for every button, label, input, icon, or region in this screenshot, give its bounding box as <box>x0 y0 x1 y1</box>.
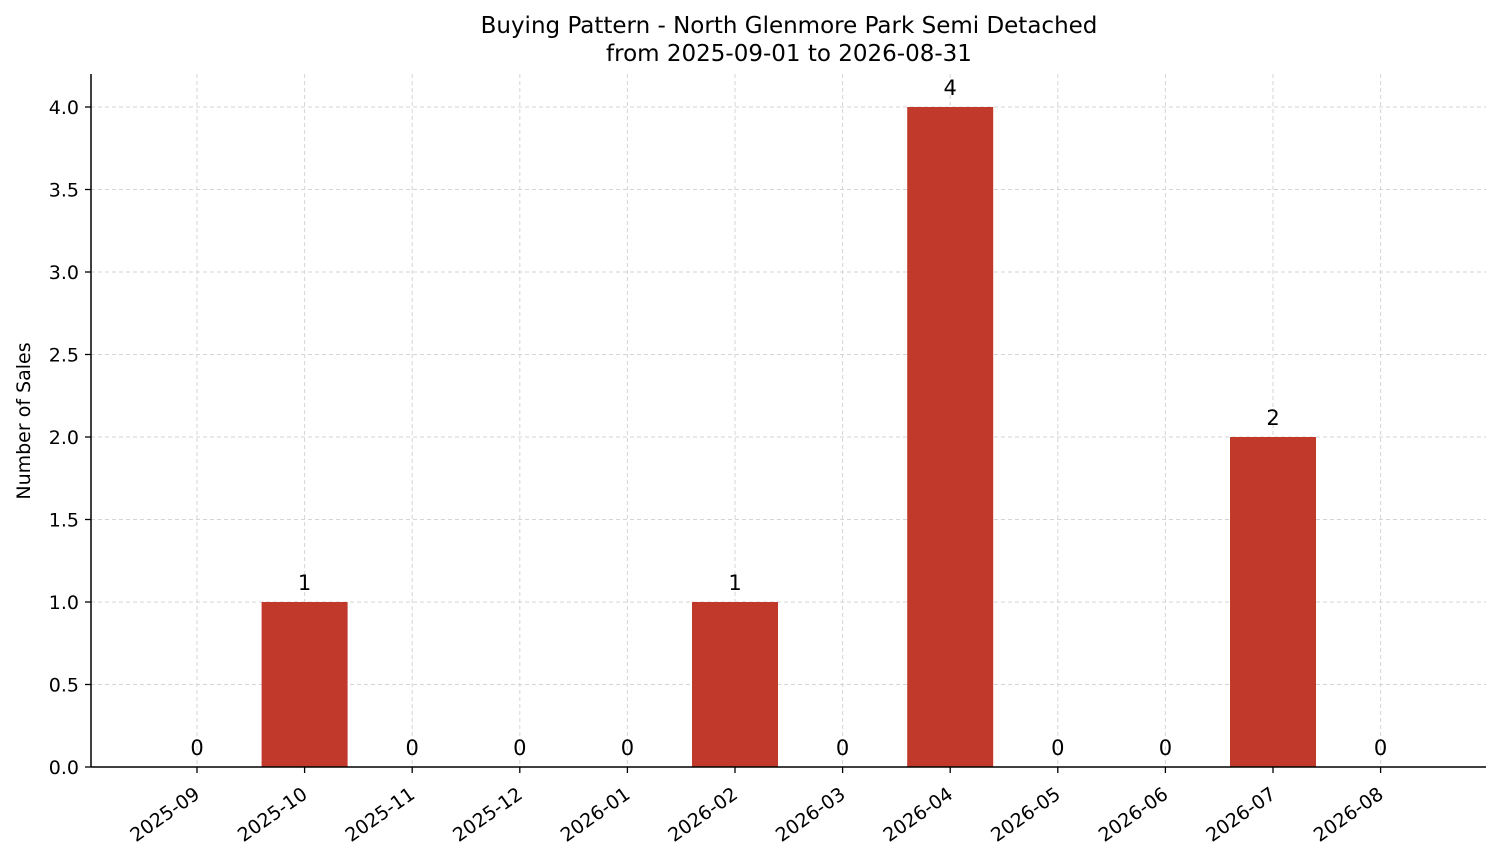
y-tick-label: 1.0 <box>49 592 79 614</box>
y-tick-label: 3.5 <box>49 180 79 202</box>
y-tick-label: 2.5 <box>49 345 79 367</box>
y-tick-label: 0.0 <box>49 757 79 779</box>
y-tick-label: 0.5 <box>49 675 79 697</box>
x-tick-label: 2025-09 <box>126 783 204 847</box>
bar-data-label: 0 <box>621 736 634 760</box>
chart-subtitle: from 2025-09-01 to 2026-08-31 <box>606 41 972 67</box>
bar-data-label: 0 <box>1374 736 1387 760</box>
x-tick-label: 2026-05 <box>987 783 1065 847</box>
bar-2026-04 <box>907 107 994 767</box>
x-tick-label: 2025-11 <box>341 783 419 847</box>
bar-data-label: 1 <box>298 571 311 595</box>
x-ticks: 2025-09 2025-10 2025-11 2025-12 2026-01 2026-… <box>126 767 1387 847</box>
x-tick-label: 2026-03 <box>772 783 850 847</box>
x-tick-label: 2026-06 <box>1095 783 1173 847</box>
bar-data-label: 1 <box>728 571 741 595</box>
y-tick-label: 1.5 <box>49 510 79 532</box>
x-tick-label: 2026-04 <box>879 783 957 847</box>
bar-data-label: 4 <box>944 76 957 100</box>
bar-data-label: 0 <box>190 736 203 760</box>
y-axis-label: Number of Sales <box>13 342 35 499</box>
x-tick-label: 2025-10 <box>234 783 312 847</box>
bar-2026-07 <box>1230 437 1316 767</box>
x-tick-label: 2026-02 <box>664 783 742 847</box>
x-tick-label: 2026-07 <box>1202 783 1280 847</box>
bar-data-label: 0 <box>1051 736 1064 760</box>
x-tick-label: 2025-12 <box>449 783 527 847</box>
x-tick-label: 2026-08 <box>1310 783 1388 847</box>
bar-data-label: 0 <box>513 736 526 760</box>
y-tick-label: 3.0 <box>49 262 79 284</box>
bar-data-labels: 0 1 0 0 0 1 0 4 0 0 2 0 <box>190 76 1387 760</box>
y-tick-label: 2.0 <box>49 427 79 449</box>
y-ticks: 0.0 0.5 1.0 1.5 2.0 2.5 3.0 3.5 4.0 <box>49 97 91 779</box>
chart-title: Buying Pattern - North Glenmore Park Sem… <box>481 13 1098 39</box>
bar-2026-02 <box>692 602 778 767</box>
bar-data-label: 0 <box>836 736 849 760</box>
bar-2025-10 <box>261 602 348 767</box>
bar-data-label: 0 <box>1159 736 1172 760</box>
bars <box>261 107 1316 767</box>
x-tick-label: 2026-01 <box>557 783 635 847</box>
bar-data-label: 0 <box>406 736 419 760</box>
y-tick-label: 4.0 <box>49 97 79 119</box>
bar-data-label: 2 <box>1266 406 1279 430</box>
